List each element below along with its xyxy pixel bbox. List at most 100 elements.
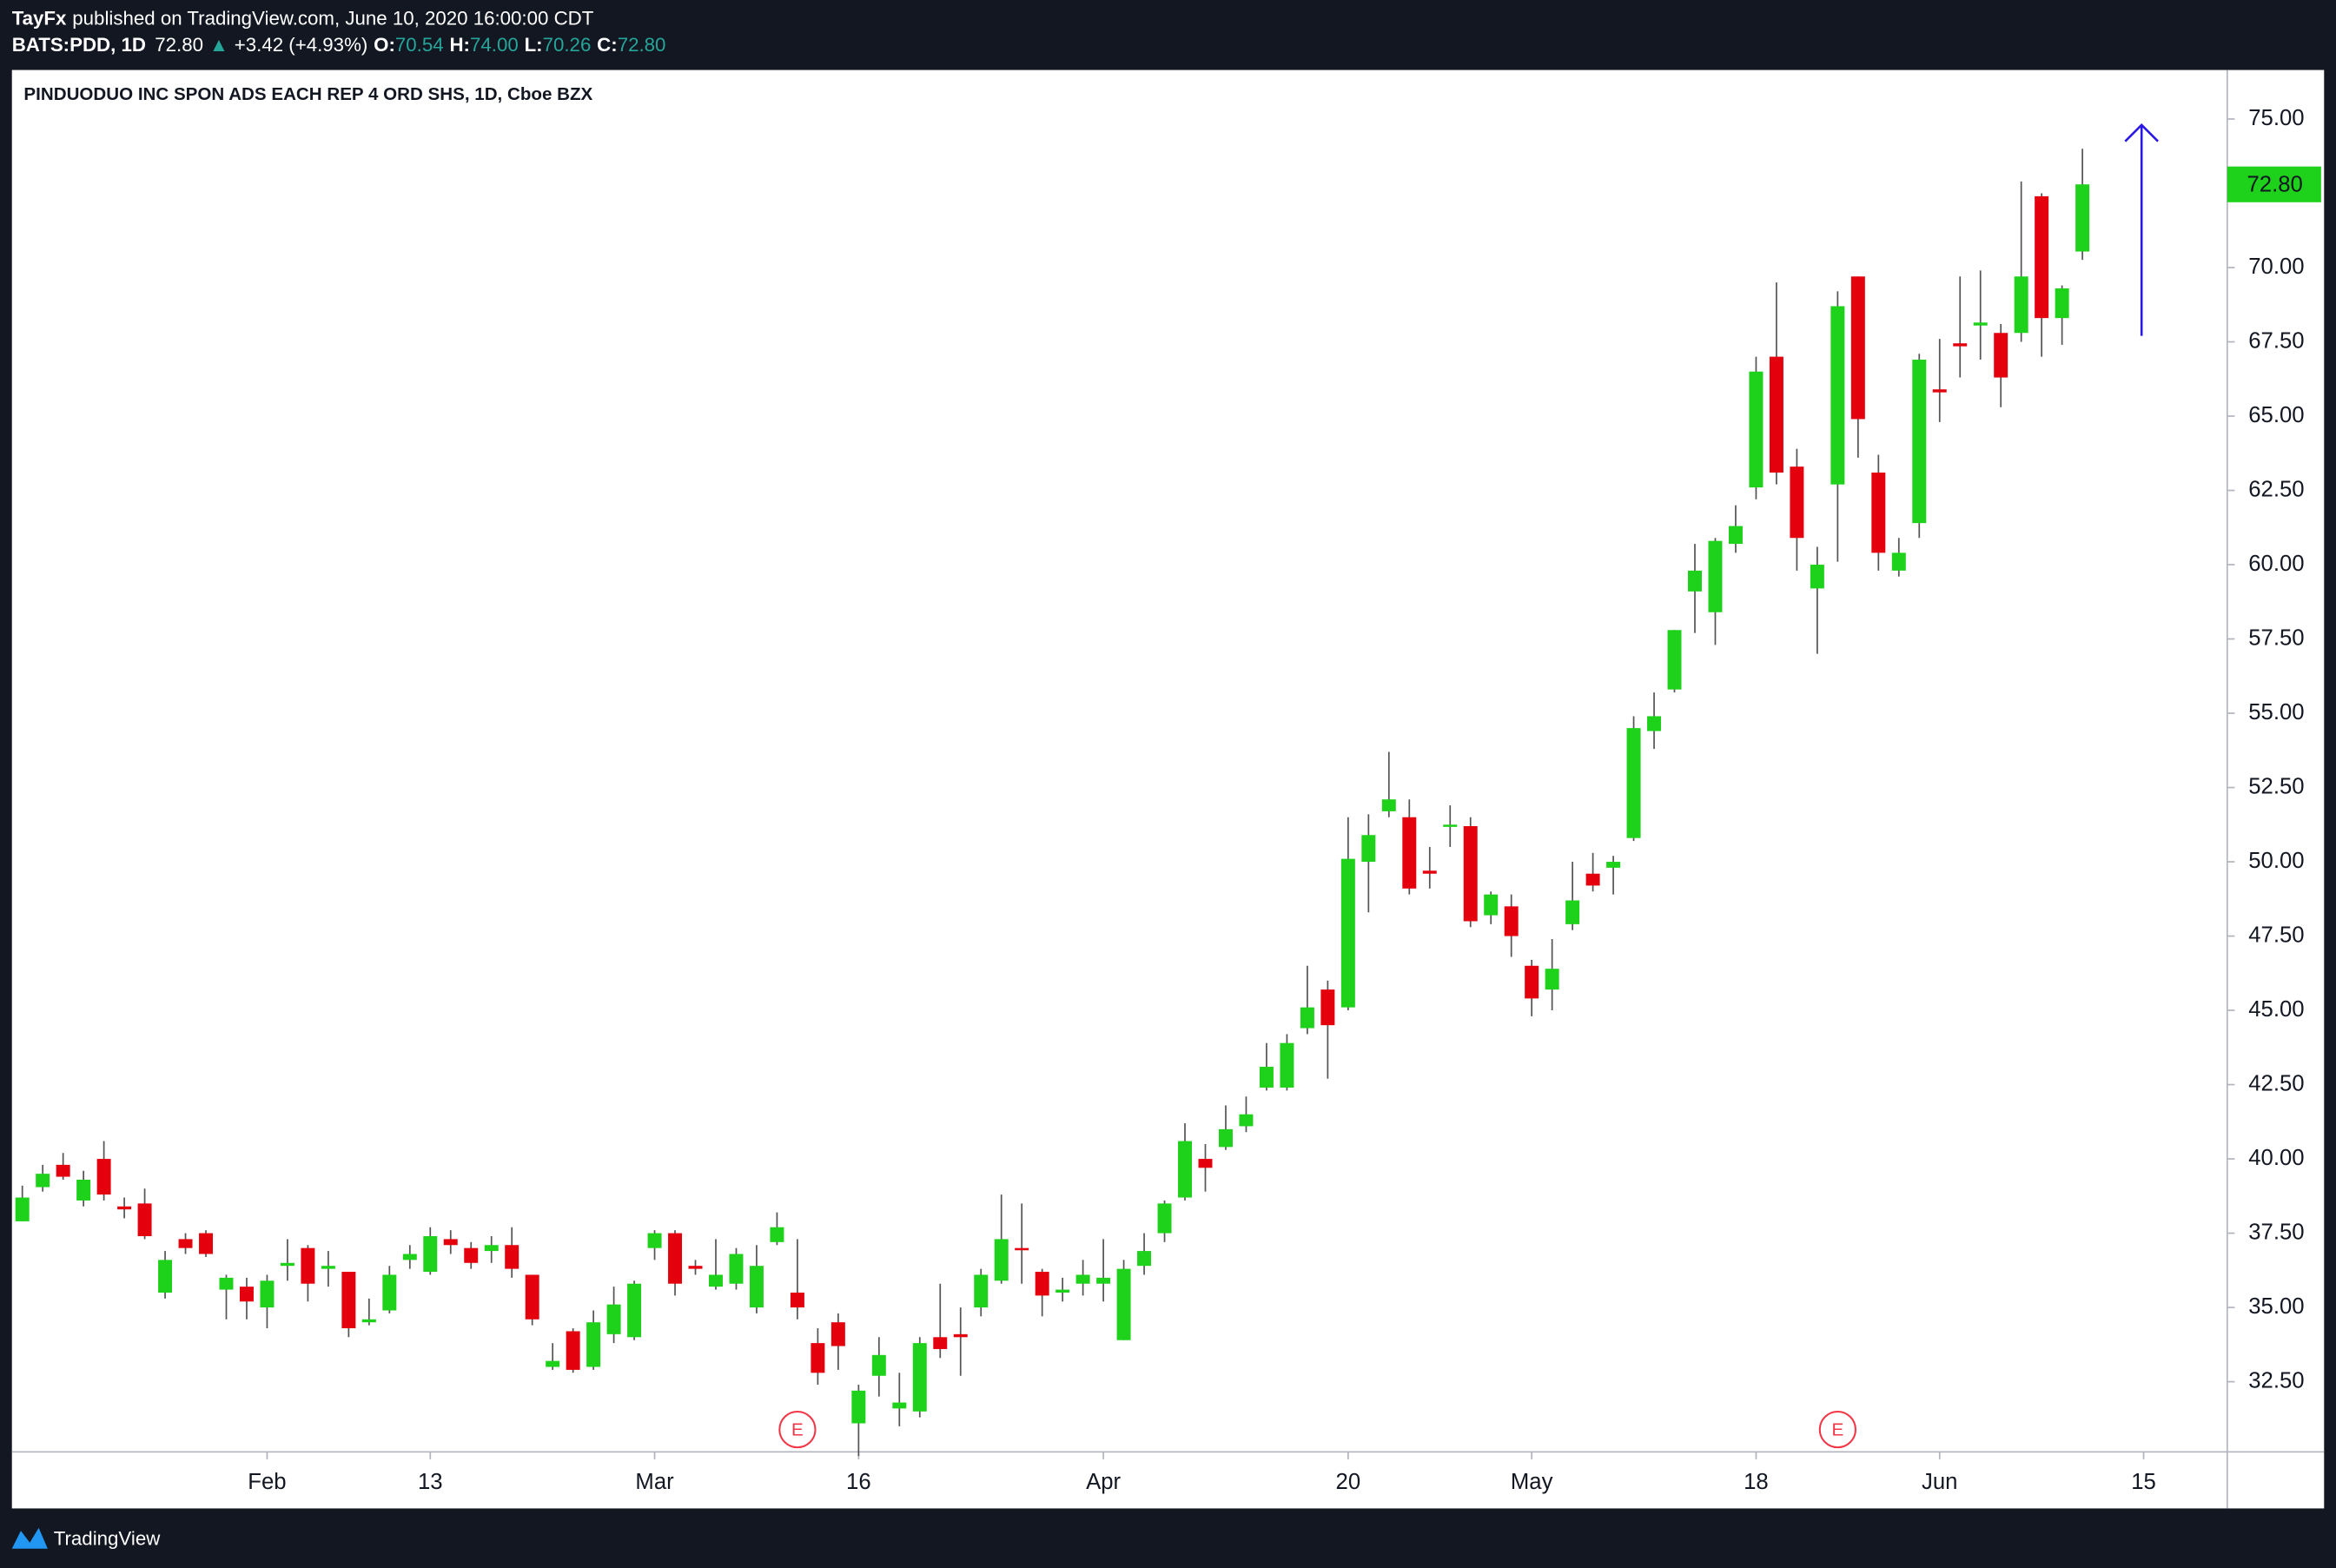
earnings-marker [1818, 1410, 1856, 1449]
x-tick-label: 15 [2131, 1470, 2156, 1494]
candle-body [484, 1245, 499, 1252]
candle-body [1912, 360, 1927, 524]
y-tick-label: 52.50 [2248, 774, 2304, 798]
candle-body [525, 1274, 539, 1320]
candle-body [1320, 989, 1335, 1026]
candle-body [158, 1260, 173, 1293]
candle-body [1340, 858, 1355, 1008]
candle-body [1667, 630, 1682, 690]
candle-body [1688, 570, 1702, 592]
candle-body [280, 1262, 294, 1267]
y-tick-label: 37.50 [2248, 1220, 2304, 1244]
candle-body [1932, 389, 1947, 393]
candle-body [1056, 1289, 1070, 1293]
last-price-box [2227, 166, 2321, 202]
candle-body [2055, 288, 2069, 319]
y-tick-label: 67.50 [2248, 328, 2304, 353]
candle-body [994, 1239, 1009, 1281]
y-tick-label: 55.00 [2248, 700, 2304, 724]
ohlc-label: H: [449, 34, 470, 56]
candle-body [1178, 1141, 1192, 1198]
candle-body [2075, 184, 2090, 252]
x-tick-label: Apr [1086, 1470, 1121, 1494]
candle-body [1280, 1042, 1294, 1088]
candle-body [1749, 371, 1764, 488]
candle-body [1157, 1203, 1172, 1234]
candle-body [1239, 1114, 1254, 1127]
x-tick-label: Mar [635, 1470, 674, 1494]
header-line-2: BATS:PDD, 1D 72.80 ▲ +3.42 (+4.93%) O:70.54 H… [12, 34, 666, 56]
candle-body [382, 1274, 397, 1311]
candle-body [56, 1164, 70, 1177]
candle-body [1790, 466, 1804, 539]
ohlc-value: 70.54 [395, 34, 444, 56]
candle-body [627, 1283, 642, 1338]
x-tick-label: Jun [1922, 1470, 1957, 1494]
candle-body [260, 1280, 275, 1308]
y-tick-label: 75.00 [2248, 106, 2304, 130]
candle-body [871, 1354, 886, 1376]
candle-body [219, 1277, 234, 1290]
y-tick-label: 60.00 [2248, 552, 2304, 576]
ohlc-value: 72.80 [618, 34, 666, 56]
y-tick-label: 57.50 [2248, 625, 2304, 650]
logo-icon [11, 1527, 48, 1549]
up-arrow: ▲ [209, 34, 228, 56]
candle-body [423, 1235, 438, 1273]
candle-body [1484, 894, 1499, 916]
candle-body [1871, 473, 1886, 553]
candle-body [1015, 1247, 1029, 1251]
candle-body [933, 1337, 948, 1349]
candle-body [606, 1304, 621, 1334]
candle-body [1647, 716, 1662, 731]
candle-body [1545, 969, 1559, 990]
earnings-label: E [791, 1420, 804, 1440]
candle-body [749, 1266, 764, 1308]
candle-body [2014, 276, 2028, 334]
candle-body [770, 1227, 784, 1242]
ohlc-label: O: [374, 34, 395, 56]
candle-body [443, 1239, 458, 1246]
header-line-1: TayFx published on TradingView.com, June … [12, 7, 594, 29]
candle-body [402, 1254, 417, 1260]
x-tick-label: Feb [248, 1470, 286, 1494]
y-tick-label: 45.00 [2248, 997, 2304, 1022]
chart-panel [11, 69, 2325, 1509]
candle-body [1585, 873, 1600, 886]
candle-body [1361, 835, 1376, 863]
candle-body [1891, 552, 1906, 571]
ohlc-label: C: [597, 34, 618, 56]
ohlc-value: 70.26 [543, 34, 592, 56]
candle-body [1422, 870, 1437, 874]
candle-body [1810, 565, 1824, 589]
y-tick-label: 47.50 [2248, 923, 2304, 947]
candle-body [546, 1360, 560, 1367]
candle-body [36, 1174, 50, 1188]
footer-logo [11, 1527, 48, 1549]
earnings-label: E [1831, 1420, 1843, 1440]
candle-body [1850, 276, 1865, 420]
candle-body [1565, 900, 1580, 924]
x-tick-label: 16 [846, 1470, 871, 1494]
candle-body [586, 1322, 601, 1367]
y-tick-label: 50.00 [2248, 849, 2304, 873]
candle-body [1116, 1268, 1131, 1340]
y-tick-label: 32.50 [2248, 1368, 2304, 1393]
y-tick-label: 62.50 [2248, 477, 2304, 501]
y-tick-label: 70.00 [2248, 255, 2304, 279]
candle-body [1606, 862, 1621, 868]
candle-body [1381, 799, 1396, 811]
candle-body [321, 1266, 335, 1269]
change: +3.42 (+4.93%) [235, 34, 368, 56]
candle-body [15, 1197, 30, 1221]
ohlc-label: L: [525, 34, 543, 56]
y-tick-label: 35.00 [2248, 1294, 2304, 1319]
candle-body [1504, 906, 1519, 936]
candle-body [1198, 1159, 1213, 1168]
candle-body [1300, 1007, 1314, 1029]
candle-body [1769, 356, 1783, 473]
candle-body [1626, 728, 1641, 838]
candle-body [851, 1390, 866, 1424]
candle-body [199, 1233, 213, 1254]
